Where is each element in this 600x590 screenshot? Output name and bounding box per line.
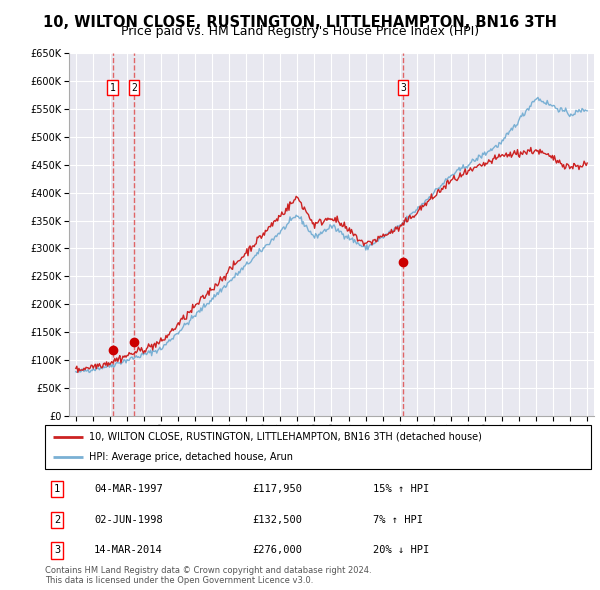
Text: 1: 1 [110, 83, 116, 93]
Text: 04-MAR-1997: 04-MAR-1997 [94, 484, 163, 494]
Text: 14-MAR-2014: 14-MAR-2014 [94, 546, 163, 555]
Text: 7% ↑ HPI: 7% ↑ HPI [373, 515, 422, 525]
Text: 10, WILTON CLOSE, RUSTINGTON, LITTLEHAMPTON, BN16 3TH: 10, WILTON CLOSE, RUSTINGTON, LITTLEHAMP… [43, 15, 557, 30]
Text: HPI: Average price, detached house, Arun: HPI: Average price, detached house, Arun [89, 452, 293, 461]
Text: Contains HM Land Registry data © Crown copyright and database right 2024.
This d: Contains HM Land Registry data © Crown c… [45, 566, 371, 585]
Text: £132,500: £132,500 [253, 515, 302, 525]
Text: 02-JUN-1998: 02-JUN-1998 [94, 515, 163, 525]
Text: 1: 1 [54, 484, 60, 494]
Text: £276,000: £276,000 [253, 546, 302, 555]
Text: Price paid vs. HM Land Registry's House Price Index (HPI): Price paid vs. HM Land Registry's House … [121, 25, 479, 38]
Text: 2: 2 [54, 515, 60, 525]
Text: 20% ↓ HPI: 20% ↓ HPI [373, 546, 429, 555]
Text: £117,950: £117,950 [253, 484, 302, 494]
Text: 3: 3 [54, 546, 60, 555]
Text: 3: 3 [400, 83, 406, 93]
Text: 2: 2 [131, 83, 137, 93]
Text: 10, WILTON CLOSE, RUSTINGTON, LITTLEHAMPTON, BN16 3TH (detached house): 10, WILTON CLOSE, RUSTINGTON, LITTLEHAMP… [89, 432, 482, 442]
Text: 15% ↑ HPI: 15% ↑ HPI [373, 484, 429, 494]
